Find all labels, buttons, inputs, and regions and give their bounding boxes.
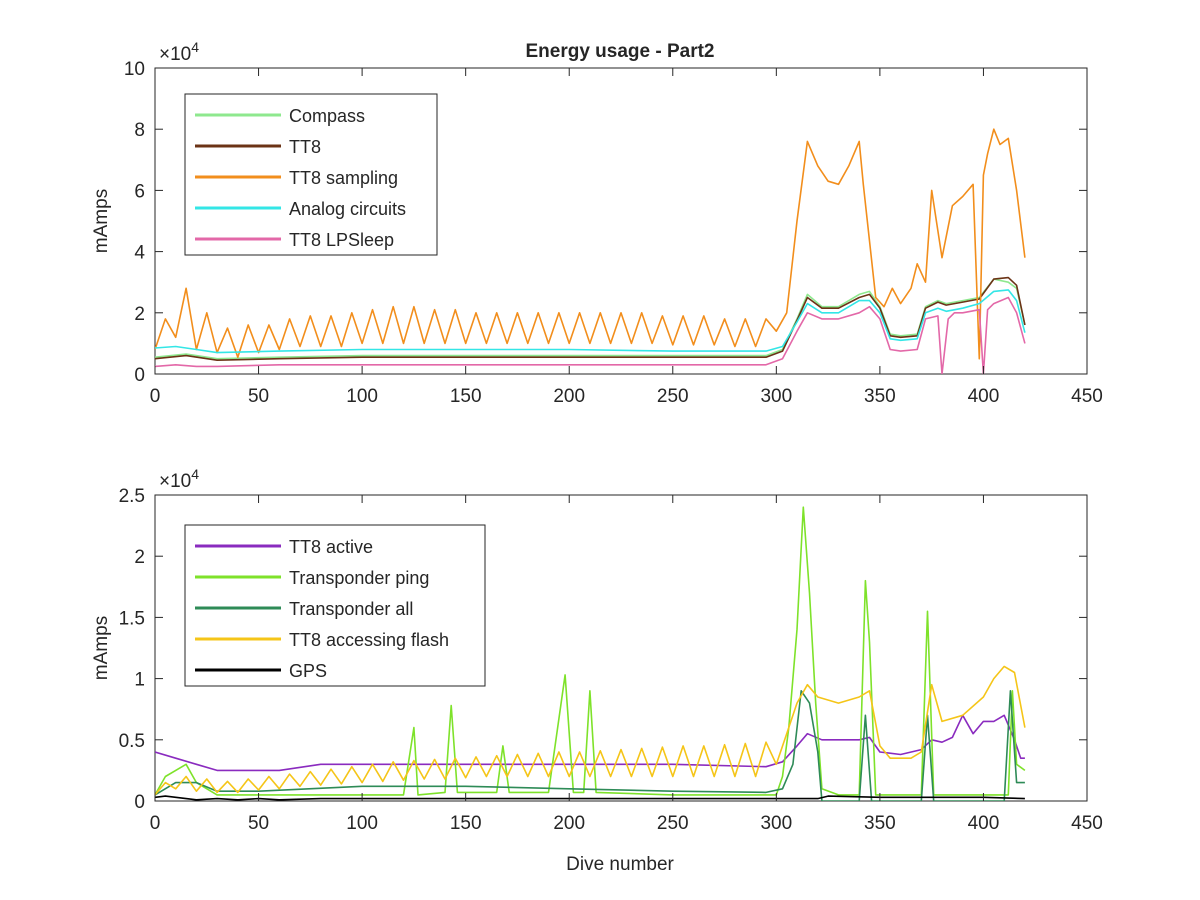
x-tick-label: 0 <box>150 813 161 834</box>
x-tick-label: 250 <box>657 813 689 834</box>
x-tick-label: 100 <box>346 813 378 834</box>
x-axis-label: Dive number <box>566 854 674 875</box>
series-line-tt8-sampling <box>155 128 1026 360</box>
x-tick-label: 50 <box>248 386 269 407</box>
y-tick-label: 2 <box>134 304 145 325</box>
legend-label: Analog circuits <box>289 199 406 219</box>
y-tick-label: 0 <box>134 365 145 386</box>
x-tick-label: 300 <box>760 386 792 407</box>
y-tick-label: 10 <box>124 59 145 80</box>
y-tick-label: 1 <box>134 670 145 691</box>
legend-label: TT8 active <box>289 537 373 557</box>
x-tick-label: 350 <box>864 813 896 834</box>
top-panel: 0 50 100 150 200 250 300 350 400 450 0 2 4 6 8 10 ×104 mA… <box>91 39 1103 407</box>
x-tick-label: 100 <box>346 386 378 407</box>
x-tick-label: 0 <box>150 386 161 407</box>
x-tick-label: 200 <box>553 813 585 834</box>
legend-label: Transponder all <box>289 599 413 619</box>
legend-label: TT8 accessing flash <box>289 630 449 650</box>
series-line-tt8-lpsleep <box>155 296 1026 374</box>
series-line-tt8-active <box>155 714 1025 772</box>
x-tick-label: 300 <box>760 813 792 834</box>
x-tick-label: 150 <box>450 386 482 407</box>
y-exponent-power: 4 <box>191 39 199 55</box>
series-line-transponder-all <box>155 689 1025 801</box>
x-tick-label: 450 <box>1071 813 1103 834</box>
legend-box <box>184 524 486 687</box>
series-line-tt8-accessing-flash <box>155 665 1026 796</box>
y-tick-label: 8 <box>134 120 145 141</box>
legend-label: GPS <box>289 661 327 681</box>
y-exponent-power: 4 <box>191 466 199 482</box>
bottom-panel: 0 50 100 150 200 250 300 350 400 45000.511.522.5×… <box>91 466 1103 834</box>
y-tick-label: 0 <box>134 792 145 813</box>
y-exponent-label: ×104 <box>159 39 199 65</box>
figure-title: Energy usage - Part2 <box>525 41 714 62</box>
legend-label: TT8 sampling <box>289 168 398 188</box>
y-tick-label: 6 <box>134 181 145 202</box>
y-tick-label: 2 <box>134 547 145 568</box>
x-tick-label: 250 <box>657 386 689 407</box>
y-tick-label: 2.5 <box>119 486 145 507</box>
x-tick-label: 150 <box>450 813 482 834</box>
series-group <box>155 506 1026 801</box>
y-tick-label: 4 <box>134 243 145 264</box>
x-tick-label: 200 <box>553 386 585 407</box>
x-tick-label: 350 <box>864 386 896 407</box>
series-line-gps <box>155 795 1025 801</box>
x-tick-label: 450 <box>1071 386 1103 407</box>
series-line-tt8 <box>155 276 1026 362</box>
y-tick-label: 1.5 <box>119 608 145 629</box>
x-tick-label: 400 <box>968 386 1000 407</box>
y-axis-label: mAmps <box>91 616 112 680</box>
y-tick-label: 0.5 <box>119 731 145 752</box>
legend-label: TT8 <box>289 137 321 157</box>
legend-label: Compass <box>289 106 365 126</box>
x-tick-label: 400 <box>968 813 1000 834</box>
legend-label: Transponder ping <box>289 568 429 588</box>
series-line-analog-circuits <box>155 289 1026 354</box>
legend-box <box>184 93 438 256</box>
legend-label: TT8 LPSleep <box>289 230 394 250</box>
y-axis-label: mAmps <box>91 189 112 253</box>
series-group <box>155 128 1026 374</box>
series-line-compass <box>155 278 1026 360</box>
x-tick-label: 50 <box>248 813 269 834</box>
